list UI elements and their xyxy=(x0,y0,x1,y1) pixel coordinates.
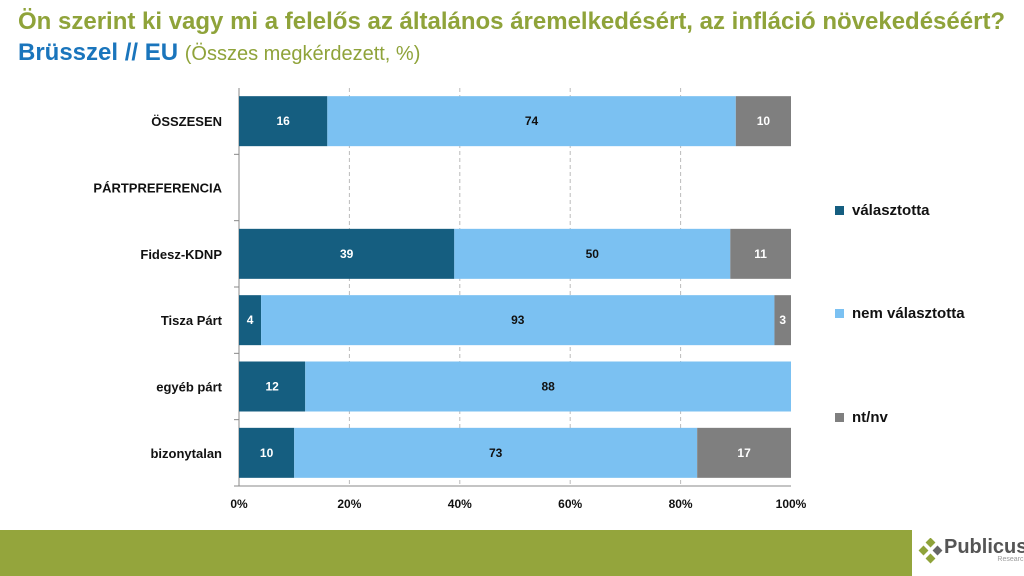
footer-bar xyxy=(0,530,912,576)
bar-segment xyxy=(239,228,455,279)
x-tick-label: 60% xyxy=(558,497,582,511)
chart-title: Ön szerint ki vagy mi a felelős az által… xyxy=(18,6,1018,70)
data-label: 12 xyxy=(265,380,279,394)
bar-segment xyxy=(454,228,731,279)
data-label: 11 xyxy=(754,247,767,261)
bar-segment xyxy=(261,295,775,346)
x-tick-label: 20% xyxy=(337,497,361,511)
logo-name: Publicus xyxy=(944,536,1024,558)
x-tick-label: 100% xyxy=(776,497,807,511)
data-label: 39 xyxy=(340,247,354,261)
category-label: Tisza Párt xyxy=(161,313,223,328)
data-label: 10 xyxy=(260,446,274,460)
title-subtitle: (Összes megkérdezett, %) xyxy=(184,43,421,65)
category-label: ÖSSZESEN xyxy=(151,114,222,129)
legend-label: választotta xyxy=(852,202,930,219)
x-tick-label: 40% xyxy=(448,497,472,511)
bar-segment xyxy=(735,96,791,147)
legend-label: nem választotta xyxy=(852,305,965,322)
title-highlight: Brüsszel // EU xyxy=(18,39,179,66)
data-label: 16 xyxy=(276,114,290,128)
bar-segment xyxy=(730,228,791,279)
bar-segment xyxy=(697,427,791,478)
bar-segment xyxy=(239,295,262,346)
data-label: 10 xyxy=(757,114,771,128)
category-label: PÁRTPREFERENCIA xyxy=(93,181,222,196)
legend-swatch xyxy=(835,206,844,215)
category-label: Fidesz-KDNP xyxy=(140,247,222,262)
legend-swatch xyxy=(835,309,844,318)
x-tick-label: 0% xyxy=(230,497,248,511)
data-label: 93 xyxy=(511,313,525,327)
bar-segment xyxy=(294,427,698,478)
bar-segment xyxy=(305,361,791,412)
data-label: 4 xyxy=(247,313,254,327)
data-label: 3 xyxy=(779,313,786,327)
data-label: 50 xyxy=(586,247,600,261)
legend-label: nt/nv xyxy=(852,409,888,426)
legend-item-nem-valasztotta: nem választotta xyxy=(835,305,965,322)
data-label: 74 xyxy=(525,114,539,128)
bar-segment xyxy=(239,96,328,147)
legend-swatch xyxy=(835,413,844,422)
title-question: Ön szerint ki vagy mi a felelős az által… xyxy=(18,8,1006,35)
category-label: egyéb párt xyxy=(156,380,222,395)
data-label: 88 xyxy=(541,380,555,394)
bar-segment xyxy=(774,295,791,346)
bar-segment xyxy=(239,361,306,412)
logo-sub: Research xyxy=(997,556,1024,563)
data-label: 73 xyxy=(489,446,503,460)
logo-diamond-icon xyxy=(918,538,943,564)
bar-segment xyxy=(239,427,295,478)
legend-item-valasztotta: választotta xyxy=(835,202,930,219)
x-tick-label: 80% xyxy=(669,497,693,511)
bar-segment xyxy=(327,96,736,147)
legend-item-nt-nv: nt/nv xyxy=(835,409,888,426)
data-label: 17 xyxy=(737,446,751,460)
publicus-logo: PublicusResearch xyxy=(918,536,1024,564)
category-label: bizonytalan xyxy=(150,446,222,461)
